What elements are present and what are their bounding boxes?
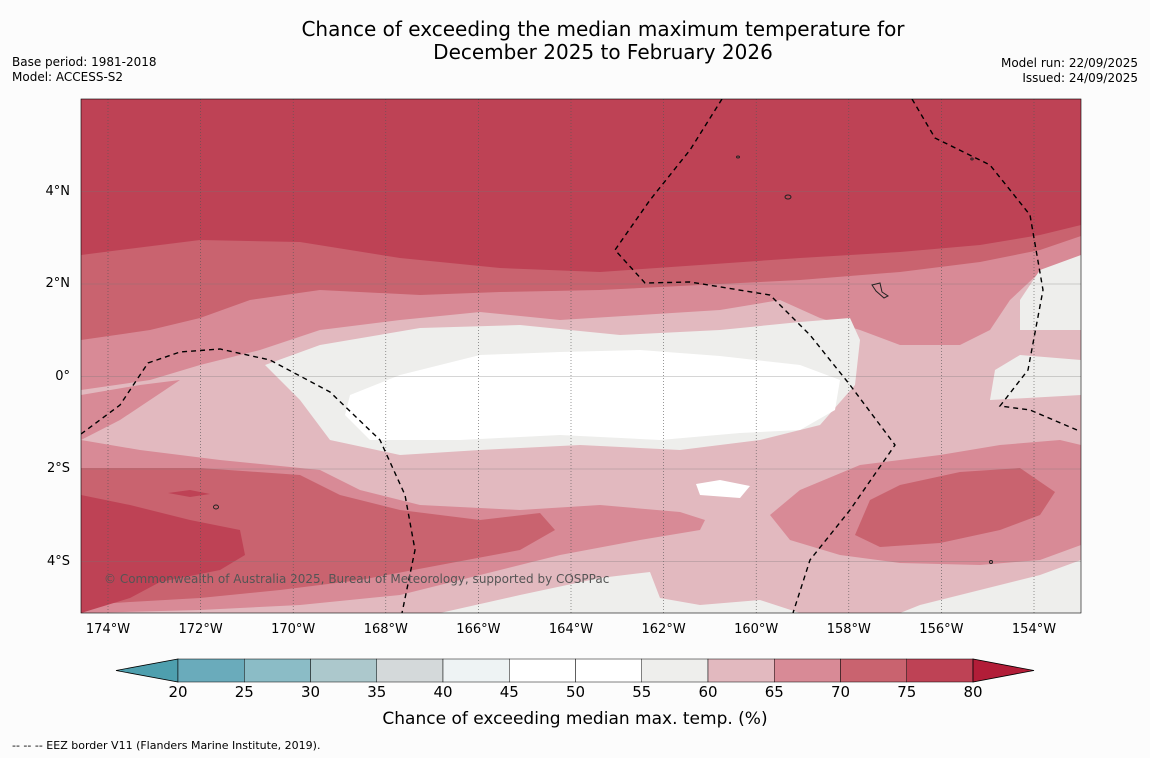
- contour-65-70-north: [81, 236, 1081, 390]
- contour-75-80-patch: [168, 490, 210, 497]
- contour-70-75-southeast: [855, 468, 1055, 547]
- model-name: Model: ACCESS-S2: [12, 70, 124, 84]
- longitude-label: 154°W: [1011, 622, 1057, 637]
- colorbar-tick-label: 30: [300, 683, 321, 701]
- island-marker: [736, 155, 740, 159]
- colorbar-tick-label: 65: [764, 683, 784, 701]
- map-title: Chance of exceeding the median maximum t…: [0, 18, 1150, 64]
- colorbar-tick-label: 40: [433, 683, 453, 701]
- probability-contours: [81, 99, 1081, 613]
- gridlines: [81, 99, 1081, 613]
- contour-75-80-north: [81, 99, 1081, 280]
- island-marker: [989, 560, 993, 564]
- colorbar-tick-label: 50: [565, 683, 586, 701]
- colorbar-tick-label: 75: [897, 683, 917, 701]
- contour-55-60-south: [440, 572, 800, 613]
- latitude-label: 0°: [55, 368, 70, 384]
- colorbar-tick-label: 60: [698, 683, 718, 701]
- colorbar-tick-label: 25: [234, 683, 254, 701]
- island-marker: [871, 282, 889, 299]
- colorbar-segment: [906, 658, 974, 683]
- colorbar-tick-label: 70: [830, 683, 851, 701]
- base-period: Base period: 1981-2018: [12, 55, 157, 69]
- longitude-label: 162°W: [641, 622, 686, 637]
- eez-border-central: [614, 99, 896, 613]
- meta-right: Model run: 22/09/2025 Issued: 24/09/2025: [1001, 56, 1138, 86]
- contour-65-70-west: [81, 380, 180, 440]
- colorbar-over-arrow: [972, 658, 1035, 683]
- colorbar-segment: [774, 658, 841, 683]
- longitude-label: 164°W: [548, 622, 594, 637]
- longitude-label: 168°W: [363, 622, 408, 637]
- contour-75-80-southwest: [81, 495, 245, 613]
- issued-date: Issued: 24/09/2025: [1022, 71, 1138, 85]
- colorbar-segment: [641, 658, 709, 683]
- longitude-label: 160°W: [734, 622, 779, 637]
- contour-70-75-north: [81, 225, 1081, 345]
- longitude-label: 172°W: [178, 622, 223, 637]
- eez-border-west: [81, 348, 416, 613]
- colorbar-label: Chance of exceeding median max. temp. (%…: [382, 709, 768, 729]
- longitude-label: 156°W: [919, 622, 964, 637]
- colorbar: [115, 658, 1035, 683]
- title-line-1: Chance of exceeding the median maximum t…: [301, 17, 905, 41]
- colorbar-segment: [442, 658, 510, 683]
- colorbar-tick-label: 80: [963, 683, 983, 701]
- copyright-credit: © Commonwealth of Australia 2025, Bureau…: [104, 572, 610, 586]
- colorbar-tick-label: 45: [499, 683, 519, 701]
- colorbar-segment: [376, 658, 444, 683]
- eez-borders: [81, 99, 1078, 613]
- colorbar-tick-label: 20: [168, 683, 188, 701]
- island-marker: [784, 194, 792, 200]
- longitude-label: 158°W: [826, 622, 871, 637]
- colorbar-segment: [707, 658, 775, 683]
- latitude-label: 4°N: [45, 183, 71, 199]
- colorbar-segment: [840, 658, 907, 683]
- contour-45-55-core: [345, 350, 840, 440]
- colorbar-under-arrow: [115, 658, 179, 683]
- meta-left: Base period: 1981-2018 Model: ACCESS-S2: [12, 55, 157, 85]
- islands: [213, 155, 993, 564]
- model-run: Model run: 22/09/2025: [1000, 56, 1138, 70]
- colorbar-segment: [509, 658, 576, 683]
- latitude-label: 2°N: [45, 276, 71, 291]
- longitude-label: 166°W: [456, 622, 501, 637]
- island-marker: [213, 504, 219, 510]
- colorbar-tick-label: 35: [367, 683, 387, 701]
- latitude-label: 2°S: [46, 461, 70, 476]
- longitude-label: 170°W: [271, 622, 316, 637]
- colorbar-segment: [575, 658, 642, 683]
- colorbar-segment: [177, 658, 245, 683]
- colorbar-segment: [244, 658, 311, 683]
- title-line-2: December 2025 to February 2026: [433, 40, 773, 64]
- latitude-label: 4°S: [46, 553, 70, 569]
- contour-55-60-east: [1020, 255, 1081, 330]
- eez-border-east: [911, 99, 1078, 431]
- island-marker: [970, 157, 974, 161]
- colorbar-segment: [310, 658, 377, 683]
- colorbar-tick-label: 55: [632, 683, 652, 701]
- contour-45-55-patch: [696, 480, 750, 498]
- eez-legend: -- -- -- EEZ border V11 (Flanders Marine…: [12, 739, 321, 752]
- plot-frame: [80, 98, 1082, 614]
- contour-55-60-southeast: [900, 560, 1081, 613]
- longitude-label: 174°W: [85, 622, 131, 637]
